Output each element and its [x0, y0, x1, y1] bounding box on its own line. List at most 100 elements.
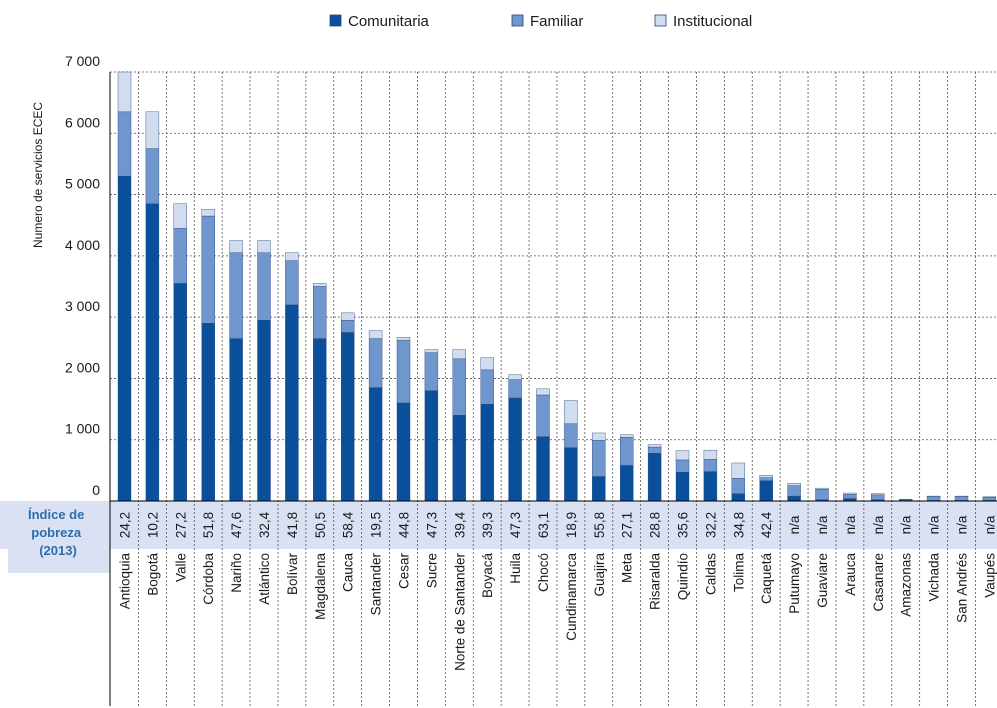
poverty-value: n/a — [899, 515, 914, 534]
legend-swatch — [511, 14, 524, 27]
bar-institucional-8 — [341, 312, 355, 321]
bar-familiar-20 — [675, 459, 690, 473]
bar-comunitaria-12 — [452, 415, 466, 502]
y-tick-label: 1 000 — [65, 421, 100, 437]
bar-familiar-15 — [536, 394, 550, 437]
bar-comunitaria-22 — [731, 493, 745, 502]
bar-institucional-6 — [285, 252, 299, 261]
poverty-value: 39,3 — [480, 512, 495, 538]
category-label: Risaralda — [648, 553, 663, 611]
poverty-value: 34,8 — [731, 512, 746, 538]
bar-comunitaria-16 — [564, 447, 578, 502]
bar-familiar-3 — [201, 215, 215, 324]
poverty-value: 55,8 — [592, 512, 607, 538]
poverty-value: n/a — [815, 515, 830, 534]
bar-familiar-31 — [982, 497, 997, 501]
poverty-value: 27,1 — [620, 512, 635, 538]
bar-institucional-12 — [452, 349, 466, 360]
category-label: San Andrés — [955, 553, 970, 623]
bar-institucional-13 — [480, 357, 494, 371]
bar-familiar-1 — [145, 148, 160, 204]
poverty-title-box — [8, 501, 110, 573]
y-tick-label: 7 000 — [65, 53, 100, 69]
poverty-value: n/a — [871, 515, 886, 534]
category-label: Vaupés — [982, 553, 997, 598]
bar-familiar-7 — [313, 286, 327, 339]
bar-comunitaria-5 — [257, 320, 271, 502]
poverty-value: 27,2 — [173, 512, 188, 538]
bar-familiar-27 — [871, 494, 885, 500]
category-label: Quindío — [676, 553, 691, 600]
bar-institucional-25 — [815, 487, 829, 490]
bar-familiar-2 — [173, 228, 188, 284]
bar-institucional-24 — [787, 483, 801, 486]
bar-comunitaria-2 — [173, 283, 188, 502]
bar-comunitaria-6 — [285, 304, 299, 502]
category-label: Tolima — [731, 553, 746, 593]
bar-comunitaria-9 — [368, 387, 383, 502]
category-label: Sucre — [424, 553, 439, 588]
category-label: Caquetá — [759, 553, 774, 605]
category-label: Magdalena — [313, 553, 328, 620]
category-label: Santander — [369, 553, 384, 616]
legend-label: Comunitaria — [348, 13, 430, 30]
category-label: Amazonas — [899, 553, 914, 617]
bar-institucional-26 — [843, 492, 857, 495]
category-label: Cauca — [341, 553, 356, 593]
bar-comunitaria-17 — [592, 476, 606, 502]
bar-comunitaria-7 — [313, 338, 327, 502]
bar-institucional-22 — [731, 462, 745, 479]
poverty-value: n/a — [982, 515, 997, 534]
bar-institucional-30 — [954, 495, 969, 497]
poverty-index-title: Índice de pobreza (2013) — [28, 507, 88, 558]
category-label: Atlántico — [257, 553, 272, 605]
bar-institucional-29 — [926, 495, 941, 497]
legend-label: Familiar — [530, 13, 583, 30]
poverty-value: 44,8 — [397, 512, 412, 538]
bar-familiar-11 — [424, 352, 439, 391]
bar-familiar-21 — [703, 459, 718, 472]
poverty-value: 35,6 — [676, 512, 691, 538]
poverty-value: 19,5 — [369, 512, 384, 538]
bar-familiar-29 — [926, 496, 941, 501]
bar-institucional-23 — [759, 475, 773, 478]
bar-comunitaria-3 — [201, 323, 215, 502]
bar-institucional-0 — [117, 71, 132, 113]
bar-familiar-18 — [620, 437, 634, 466]
bar-comunitaria-23 — [759, 480, 773, 502]
y-tick-label: 6 000 — [65, 114, 100, 130]
bar-familiar-0 — [117, 111, 132, 177]
bar-familiar-14 — [508, 379, 522, 399]
bar-institucional-7 — [313, 283, 327, 287]
y-tick-label: 0 — [92, 482, 100, 498]
category-label: Caldas — [703, 553, 718, 595]
poverty-value: 42,4 — [759, 511, 774, 538]
category-label: Córdoba — [201, 553, 216, 605]
category-label: Boyacá — [480, 553, 495, 599]
bar-comunitaria-0 — [117, 175, 132, 502]
bar-comunitaria-24 — [787, 495, 801, 502]
bar-familiar-25 — [815, 489, 829, 500]
bar-institucional-3 — [201, 209, 215, 217]
poverty-value: 58,4 — [341, 511, 356, 538]
x-axis-labels: Antioquia Bogotá Valle Córdoba Nariño Atlánti… — [118, 553, 997, 671]
category-label: Putumayo — [787, 553, 802, 614]
bar-institucional-28 — [899, 498, 913, 500]
bar-institucional-14 — [508, 374, 522, 380]
poverty-value: 47,3 — [424, 512, 439, 538]
category-label: Valle — [173, 553, 188, 582]
poverty-value: n/a — [787, 515, 802, 534]
bar-institucional-20 — [675, 450, 690, 461]
bar-institucional-19 — [647, 444, 662, 448]
bar-familiar-10 — [396, 340, 411, 404]
y-axis: 0 1 000 2 000 3 000 4 000 5 000 6 000 7 000 — [65, 53, 100, 498]
legend-swatch — [654, 14, 667, 27]
y-axis-label: Numero de servicios ECEC — [31, 102, 45, 248]
poverty-value: 32,2 — [703, 512, 718, 538]
category-label: Antioquia — [118, 553, 133, 610]
bar-institucional-21 — [703, 449, 718, 460]
bar-institucional-17 — [592, 432, 606, 441]
bar-familiar-12 — [452, 358, 466, 416]
bar-familiar-24 — [787, 485, 801, 497]
